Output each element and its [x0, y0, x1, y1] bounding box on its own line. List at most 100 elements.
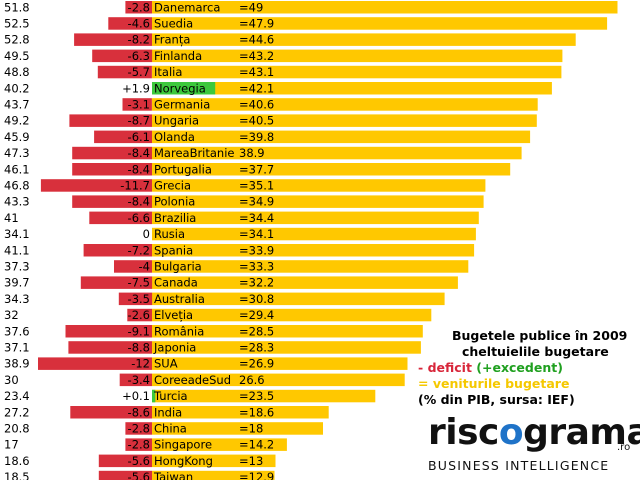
country-label: România	[154, 324, 204, 338]
legend-revenue-prefix: =	[418, 376, 429, 391]
expenditure-label: 48.8	[4, 65, 30, 79]
revenue-label: =18	[239, 421, 263, 435]
expenditure-label: 34.3	[4, 292, 30, 306]
country-label: Norvegia	[154, 81, 206, 95]
balance-label: +0.1	[122, 389, 150, 403]
country-label: Polonia	[154, 195, 195, 209]
deficit-bar	[108, 17, 152, 30]
deficit-bar	[125, 422, 152, 435]
legend-revenue: = veniturile bugetare	[418, 376, 632, 392]
expenditure-label: 18.5	[4, 470, 30, 480]
balance-label: -8.6	[128, 405, 150, 419]
revenue-bar	[152, 227, 476, 241]
revenue-label: =23.5	[239, 389, 274, 403]
country-label: Italia	[154, 65, 182, 79]
country-label: Elveția	[154, 308, 193, 322]
legend-deficit-text: deficit	[427, 360, 472, 375]
revenue-label: =47.9	[239, 16, 274, 30]
logo-tagline: BUSINESS INTELLIGENCE	[428, 458, 610, 473]
expenditure-label: 37.1	[4, 340, 30, 354]
revenue-label: =40.5	[239, 114, 274, 128]
deficit-bar	[118, 292, 153, 306]
expenditure-label: 34.1	[4, 227, 30, 241]
balance-label: -7.2	[128, 243, 150, 257]
revenue-bar	[152, 179, 486, 192]
deficit-bar	[72, 146, 152, 160]
revenue-bar	[152, 244, 475, 257]
deficit-bar	[72, 163, 152, 176]
deficit-bar	[94, 130, 152, 144]
deficit-bar	[97, 65, 152, 79]
balance-label: -8.4	[128, 195, 150, 209]
country-label: Olanda	[154, 130, 195, 144]
country-label: CoreeadeSud	[154, 373, 231, 387]
surplus-bar	[152, 389, 156, 403]
country-label: Grecia	[154, 178, 191, 192]
revenue-bar	[152, 33, 576, 46]
country-label: Singapore	[154, 438, 212, 452]
expenditure-label: 27.2	[4, 405, 30, 419]
balance-label: -8.7	[128, 114, 150, 128]
balance-label: -11.7	[120, 178, 150, 192]
legend-excedent-text: (+excedent)	[476, 360, 563, 375]
revenue-bar	[152, 438, 287, 451]
legend-deficit-prefix: -	[418, 360, 424, 375]
country-label: HongKong	[154, 454, 213, 468]
country-label: Franța	[154, 33, 190, 47]
revenue-label: =26.9	[239, 357, 274, 371]
revenue-label: =39.8	[239, 130, 274, 144]
deficit-bar	[70, 406, 152, 419]
revenue-bar	[152, 114, 537, 127]
expenditure-label: 43.3	[4, 195, 30, 209]
expenditure-label: 23.4	[4, 389, 30, 403]
deficit-bar	[114, 260, 152, 273]
revenue-bar	[152, 163, 511, 176]
deficit-bar	[119, 373, 152, 387]
revenue-label: =34.4	[239, 211, 274, 225]
legend-note: (% din PIB, sursa: IEF)	[418, 392, 575, 407]
deficit-bar	[40, 179, 152, 192]
revenue-label: =34.1	[239, 227, 274, 241]
revenue-bar	[152, 98, 538, 111]
balance-label: -3.1	[128, 97, 150, 111]
balance-label: -2.8	[128, 438, 150, 452]
revenue-bar	[152, 49, 563, 63]
balance-label: -2.8	[128, 421, 150, 435]
revenue-label: =32.2	[239, 276, 274, 290]
balance-label: -7.5	[128, 276, 150, 290]
revenue-bar	[152, 65, 562, 79]
revenue-bar	[152, 82, 552, 95]
revenue-bar	[152, 341, 421, 354]
balance-label: +1.9	[122, 81, 150, 95]
deficit-bar	[122, 98, 152, 111]
balance-label: -5.7	[128, 65, 150, 79]
logo-wordmark: riscograma	[428, 412, 640, 453]
country-label: China	[154, 421, 187, 435]
legend-revenue-text: veniturile bugetare	[432, 376, 570, 391]
revenue-bar	[152, 260, 469, 273]
expenditure-label: 52.5	[4, 16, 30, 30]
revenue-label: 38.9	[239, 146, 265, 160]
balance-label: -8.4	[128, 162, 150, 176]
revenue-bar	[152, 470, 275, 480]
logo-suffix: .ro	[617, 442, 631, 453]
deficit-bar	[69, 114, 152, 127]
expenditure-label: 46.1	[4, 162, 30, 176]
country-label: SUA	[154, 357, 178, 371]
balance-label: -2.6	[128, 308, 150, 322]
revenue-bar	[152, 406, 329, 419]
logo-word-a: risc	[428, 412, 499, 453]
deficit-bar	[72, 195, 152, 208]
country-label: Rusia	[154, 227, 185, 241]
surplus-bar	[152, 82, 216, 95]
revenue-bar	[152, 130, 531, 144]
country-label: Japonia	[153, 340, 196, 354]
revenue-bar	[152, 357, 408, 370]
revenue-bar	[152, 276, 458, 289]
revenue-label: =40.6	[239, 97, 274, 111]
revenue-bar	[152, 389, 376, 403]
revenue-label: =30.8	[239, 292, 274, 306]
country-label: Portugalia	[154, 162, 212, 176]
country-label: Danemarca	[154, 0, 220, 14]
